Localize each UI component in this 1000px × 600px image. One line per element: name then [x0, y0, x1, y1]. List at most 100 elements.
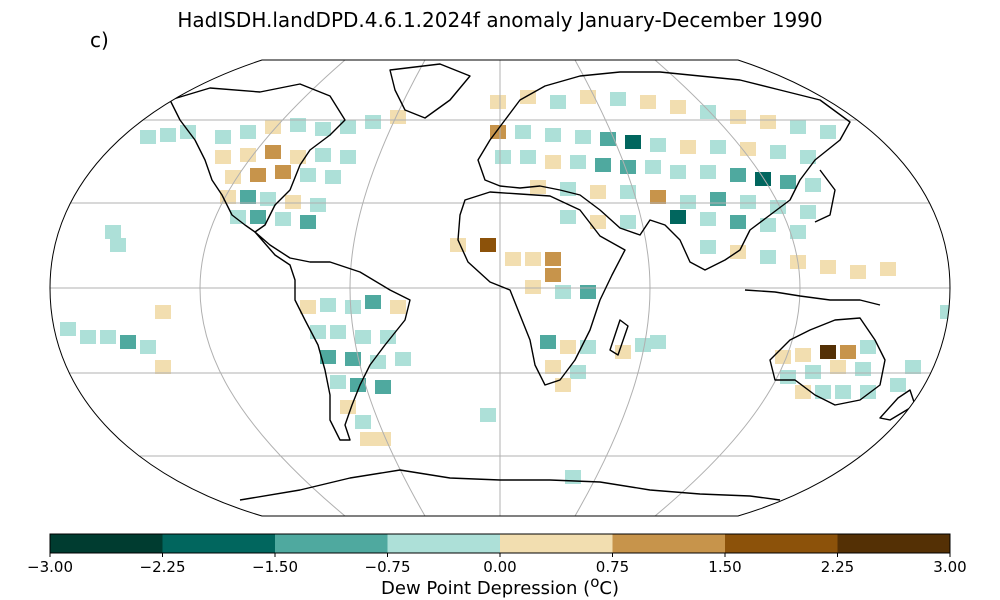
anomaly-cell — [760, 218, 776, 232]
anomaly-cell — [545, 252, 561, 266]
anomaly-cell — [815, 385, 831, 399]
anomaly-cell — [325, 170, 341, 184]
anomaly-cell — [615, 345, 631, 359]
anomaly-cell — [550, 95, 566, 109]
anomaly-cell — [680, 195, 696, 209]
anomaly-cell — [580, 90, 596, 104]
colorbar-swatch — [500, 534, 613, 553]
anomaly-cell — [680, 140, 696, 154]
anomaly-cell — [275, 212, 291, 226]
anomaly-cell — [505, 252, 521, 266]
anomaly-cell — [860, 385, 876, 399]
colorbar-label: Dew Point Depression (oC) — [0, 573, 1000, 599]
anomaly-grid — [60, 90, 950, 484]
anomaly-cell — [60, 322, 76, 336]
anomaly-cell — [700, 165, 716, 179]
anomaly-cell — [805, 365, 821, 379]
anomaly-cell — [850, 265, 866, 279]
anomaly-cell — [645, 160, 661, 174]
anomaly-cell — [700, 240, 716, 254]
anomaly-cell — [595, 158, 611, 172]
colorbar-tick-label: 2.25 — [821, 558, 854, 572]
anomaly-cell — [590, 185, 606, 199]
anomaly-cell — [380, 330, 396, 344]
anomaly-cell — [480, 238, 496, 252]
anomaly-cell — [80, 330, 96, 344]
anomaly-cell — [345, 300, 361, 314]
anomaly-cell — [310, 325, 326, 339]
anomaly-cell — [730, 110, 746, 124]
colorbar: −3.00 −2.25 −1.50 −0.75 0.00 0.75 1.50 2.25 3.00 — [27, 533, 967, 572]
coastlines — [169, 63, 916, 501]
anomaly-cell — [140, 340, 156, 354]
anomaly-cell — [375, 380, 391, 394]
anomaly-cell — [730, 215, 746, 229]
anomaly-cell — [560, 340, 576, 354]
world-map — [49, 59, 951, 517]
anomaly-cell — [620, 215, 636, 229]
anomaly-cell — [315, 122, 331, 136]
anomaly-cell — [495, 150, 511, 164]
anomaly-cell — [575, 130, 591, 144]
anomaly-cell — [320, 298, 336, 312]
anomaly-cell — [155, 305, 171, 319]
anomaly-cell — [230, 210, 246, 224]
anomaly-cell — [240, 190, 256, 204]
map-title: HadISDH.landDPD.4.6.1.2024f anomaly Janu… — [177, 8, 823, 32]
anomaly-cell — [490, 95, 506, 109]
anomaly-cell — [310, 198, 326, 212]
anomaly-cell — [775, 350, 791, 364]
anomaly-cell — [155, 360, 171, 374]
anomaly-cell — [730, 168, 746, 182]
anomaly-cell — [780, 370, 796, 384]
anomaly-cell — [315, 148, 331, 162]
anomaly-cell — [755, 172, 771, 186]
colorbar-label-unit: C) — [599, 578, 619, 599]
colorbar-swatch — [725, 534, 838, 553]
anomaly-cell — [525, 252, 541, 266]
anomaly-cell — [760, 115, 776, 129]
anomaly-cell — [710, 192, 726, 206]
anomaly-cell — [545, 360, 561, 374]
anomaly-cell — [880, 262, 896, 276]
anomaly-cell — [625, 135, 641, 149]
anomaly-cell — [740, 195, 756, 209]
colorbar-ticks: −3.00 −2.25 −1.50 −0.75 0.00 0.75 1.50 2.25 3.00 — [27, 553, 967, 572]
anomaly-cell — [365, 115, 381, 129]
anomaly-cell — [480, 408, 496, 422]
anomaly-cell — [240, 148, 256, 162]
anomaly-cell — [570, 155, 586, 169]
anomaly-cell — [265, 120, 281, 134]
anomaly-cell — [330, 325, 346, 339]
colorbar-tick-label: 0.75 — [596, 558, 629, 572]
anomaly-cell — [260, 192, 276, 206]
anomaly-cell — [545, 268, 561, 282]
anomaly-cell — [330, 375, 346, 389]
anomaly-cell — [670, 100, 686, 114]
anomaly-cell — [795, 385, 811, 399]
anomaly-cell — [100, 330, 116, 344]
anomaly-cell — [635, 338, 651, 352]
anomaly-cell — [520, 150, 536, 164]
anomaly-cell — [800, 150, 816, 164]
anomaly-cell — [180, 125, 196, 139]
anomaly-cell — [540, 335, 556, 349]
colorbar-tick-label: 3.00 — [933, 558, 966, 572]
anomaly-cell — [790, 120, 806, 134]
anomaly-cell — [290, 118, 306, 132]
anomaly-cell — [650, 190, 666, 204]
anomaly-cell — [780, 175, 796, 189]
anomaly-cell — [250, 210, 266, 224]
anomaly-cell — [620, 160, 636, 174]
anomaly-cell — [525, 280, 541, 294]
anomaly-cell — [835, 385, 851, 399]
anomaly-cell — [300, 215, 316, 229]
anomaly-cell — [650, 138, 666, 152]
anomaly-cell — [355, 415, 371, 429]
anomaly-cell — [290, 150, 306, 164]
anomaly-cell — [340, 150, 356, 164]
anomaly-cell — [820, 345, 836, 359]
anomaly-cell — [105, 225, 121, 239]
anomaly-cell — [670, 165, 686, 179]
colorbar-swatch — [162, 534, 276, 553]
